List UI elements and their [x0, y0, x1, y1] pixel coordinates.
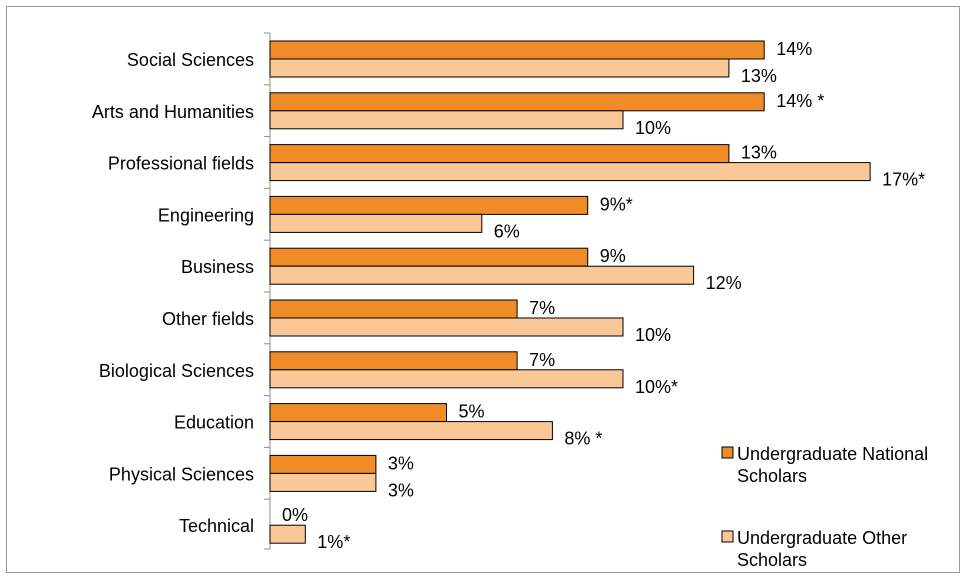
data-label-national: 5% — [459, 402, 485, 422]
bar-other — [269, 110, 624, 130]
category-label: Business — [181, 257, 254, 277]
bar-national — [269, 299, 518, 319]
data-label-national: 0% — [282, 505, 308, 525]
data-label-other: 8% * — [564, 429, 602, 449]
chart-frame: Social Sciences 14% 13% Arts and Humanities… — [6, 6, 960, 573]
data-label-other: 13% — [741, 66, 777, 86]
bar-other — [269, 58, 730, 78]
bar-other — [269, 162, 871, 182]
bar-national — [269, 351, 518, 371]
bar-national — [269, 403, 447, 423]
bar-other — [269, 472, 377, 492]
data-label-national: 14% * — [776, 91, 824, 111]
bar-national — [269, 92, 765, 112]
bar-national — [269, 195, 589, 215]
data-label-national: 3% — [388, 453, 414, 473]
data-label-other: 10% — [635, 325, 671, 345]
data-label-national: 13% — [741, 143, 777, 163]
data-label-national: 14% — [776, 39, 812, 59]
bar-other — [269, 213, 483, 233]
bar-chart: Social Sciences 14% 13% Arts and Humanities… — [92, 32, 928, 570]
category-label: Technical — [179, 516, 254, 536]
bar-other — [269, 265, 695, 285]
data-label-other: 3% — [388, 480, 414, 500]
legend-swatch-national — [721, 446, 734, 459]
data-label-national: 9% — [600, 246, 626, 266]
category-label: Engineering — [158, 205, 254, 225]
bar-national — [269, 247, 589, 267]
category-label: Arts and Humanities — [92, 102, 254, 122]
category-label: Education — [174, 413, 254, 433]
category-label: Social Sciences — [127, 50, 254, 70]
bar-other — [269, 369, 624, 389]
data-label-national: 9%* — [600, 194, 633, 214]
category-label: Other fields — [162, 309, 254, 329]
bar-national — [269, 40, 765, 60]
data-label-other: 10% — [635, 118, 671, 138]
bar-other — [269, 421, 553, 441]
data-label-national: 7% — [529, 350, 555, 370]
bar-other — [269, 317, 624, 337]
legend-swatch-other — [721, 530, 734, 543]
legend-label-national: Undergraduate National Scholars — [737, 444, 928, 486]
data-label-other: 1%* — [317, 532, 350, 552]
bar-national — [269, 454, 377, 474]
category-label: Professional fields — [108, 154, 254, 174]
legend-label-other: Undergraduate Other Scholars — [737, 528, 907, 570]
bar-other — [269, 524, 306, 544]
category-label: Biological Sciences — [99, 361, 254, 381]
category-label: Physical Sciences — [109, 464, 254, 484]
data-label-other: 6% — [494, 221, 520, 241]
data-label-other: 10%* — [635, 377, 678, 397]
data-label-other: 17%* — [882, 170, 925, 190]
data-label-national: 7% — [529, 298, 555, 318]
data-label-other: 12% — [706, 273, 742, 293]
bar-national — [269, 144, 730, 164]
